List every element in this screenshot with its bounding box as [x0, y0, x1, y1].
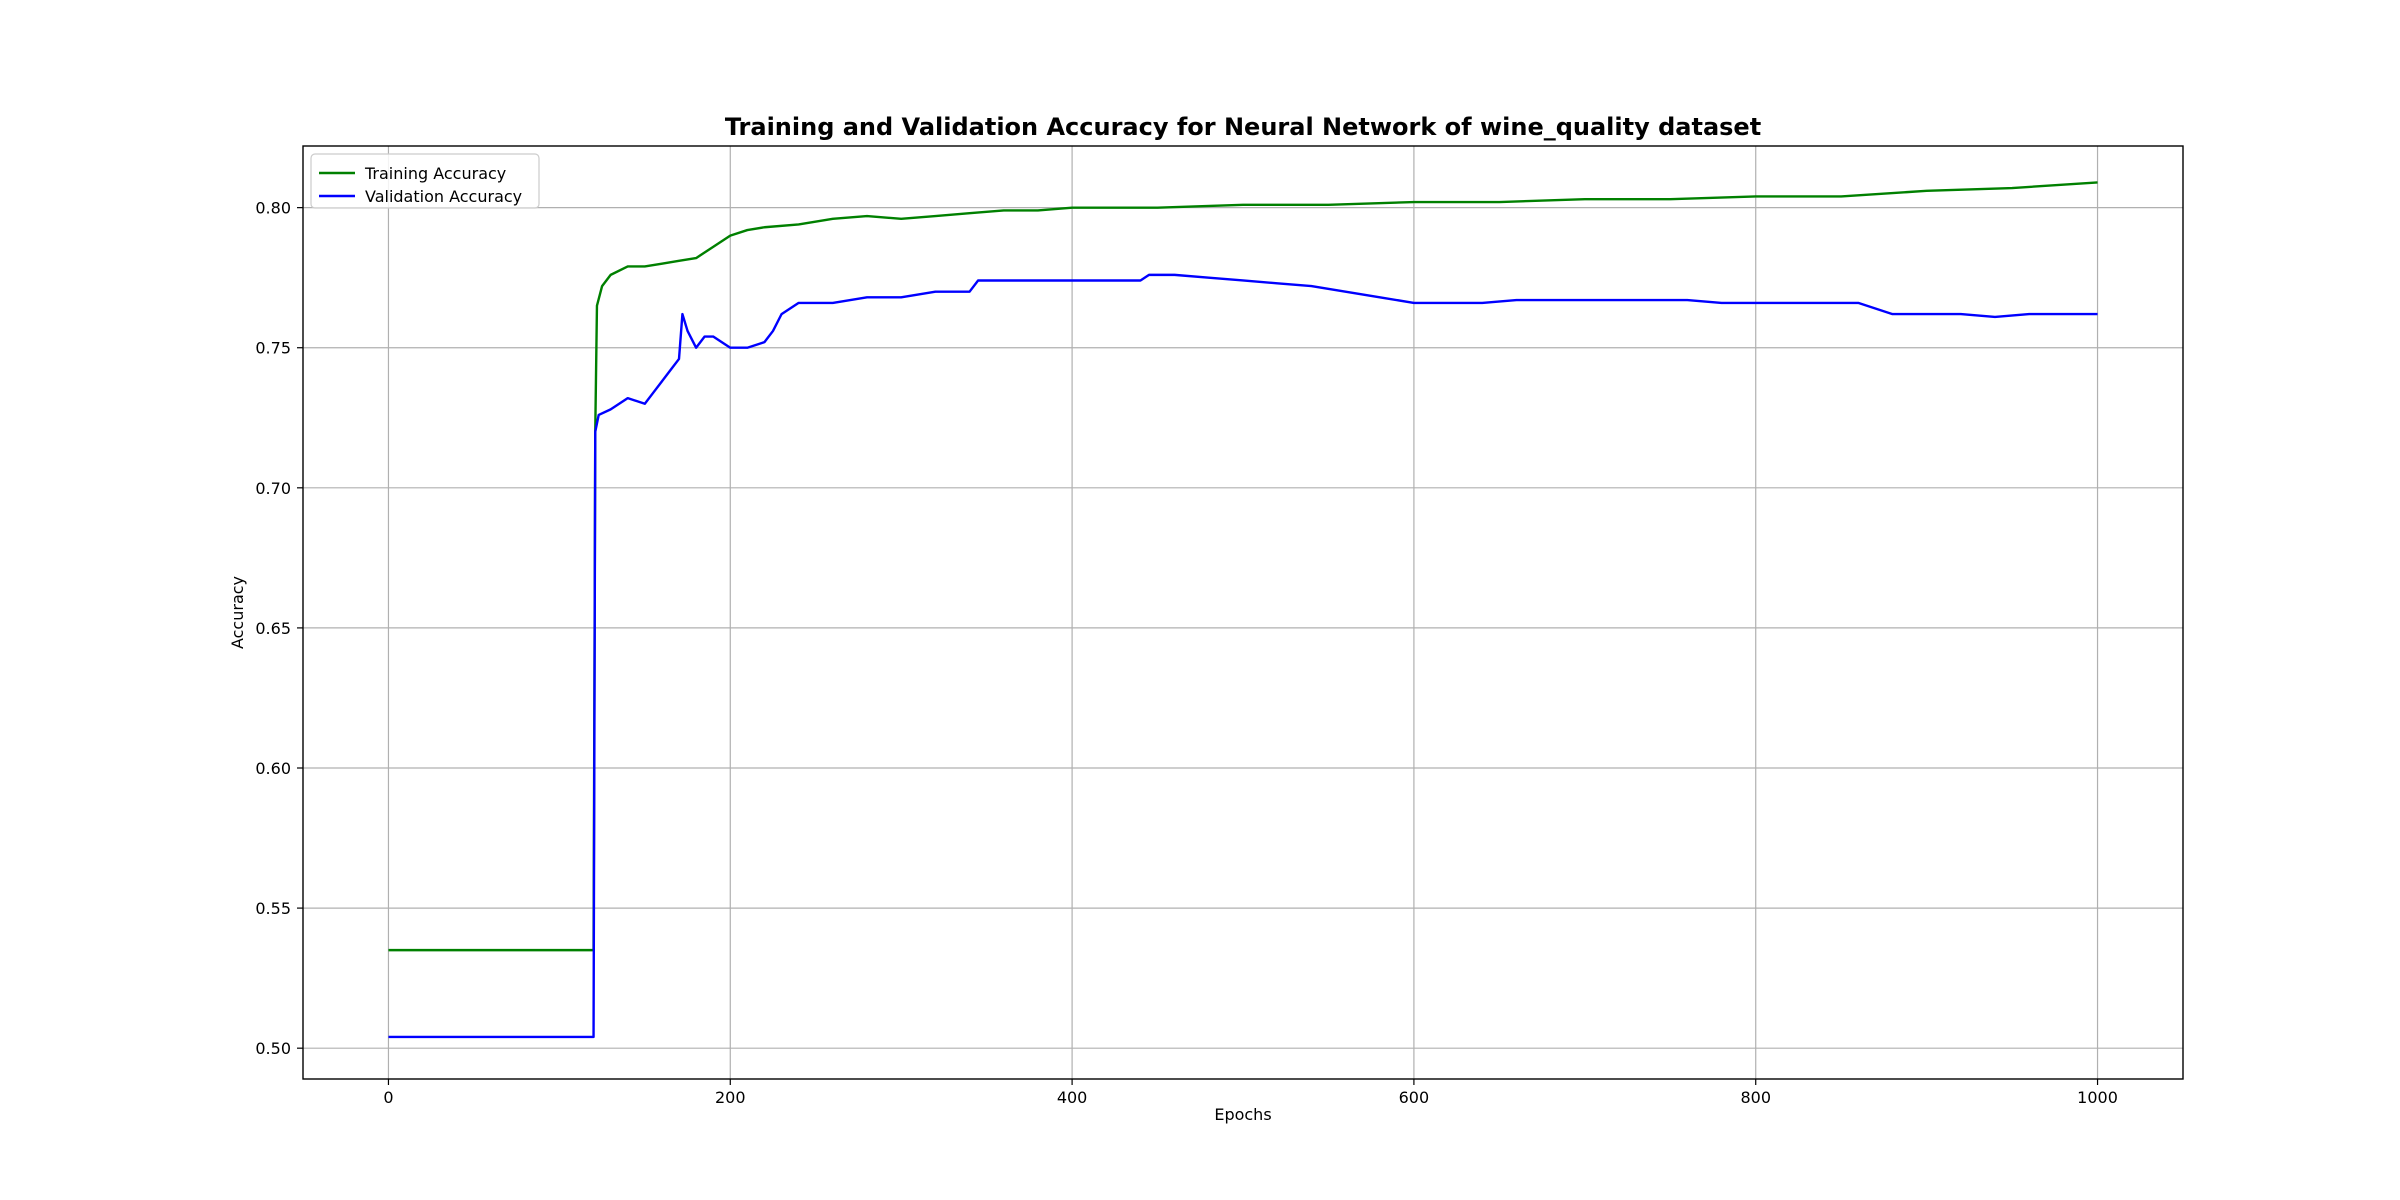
series-line-validation-accuracy [388, 273, 2098, 1039]
y-axis-label: Accuracy [228, 576, 247, 649]
y-tick-label: 0.55 [255, 899, 291, 918]
y-tick-label: 0.50 [255, 1039, 291, 1058]
plot-area [388, 181, 2098, 1039]
legend-label: Validation Accuracy [365, 187, 522, 206]
x-tick-label: 400 [1057, 1088, 1088, 1107]
series-line-training-accuracy [388, 181, 2098, 952]
grid-lines [303, 146, 2183, 1079]
x-axis-label: Epochs [1214, 1105, 1271, 1124]
y-tick-label: 0.70 [255, 479, 291, 498]
x-tick-label: 800 [1740, 1088, 1771, 1107]
x-tick-label: 600 [1399, 1088, 1430, 1107]
chart-title: Training and Validation Accuracy for Neu… [725, 113, 1761, 141]
y-tick-label: 0.65 [255, 619, 291, 638]
y-tick-label: 0.60 [255, 759, 291, 778]
x-tick-label: 200 [715, 1088, 746, 1107]
legend-label: Training Accuracy [364, 164, 506, 183]
y-tick-label: 0.75 [255, 339, 291, 358]
x-tick-label: 0 [383, 1088, 393, 1107]
legend: Training Accuracy Validation Accuracy [310, 153, 540, 209]
y-tick-label: 0.80 [255, 199, 291, 218]
x-axis: 0 200 400 600 800 1000 [383, 1079, 2118, 1107]
y-axis: 0.50 0.55 0.60 0.65 0.70 0.75 0.80 [255, 199, 303, 1058]
axes-frame [302, 145, 2184, 1080]
legend-box [310, 153, 540, 209]
x-tick-label: 1000 [2077, 1088, 2118, 1107]
